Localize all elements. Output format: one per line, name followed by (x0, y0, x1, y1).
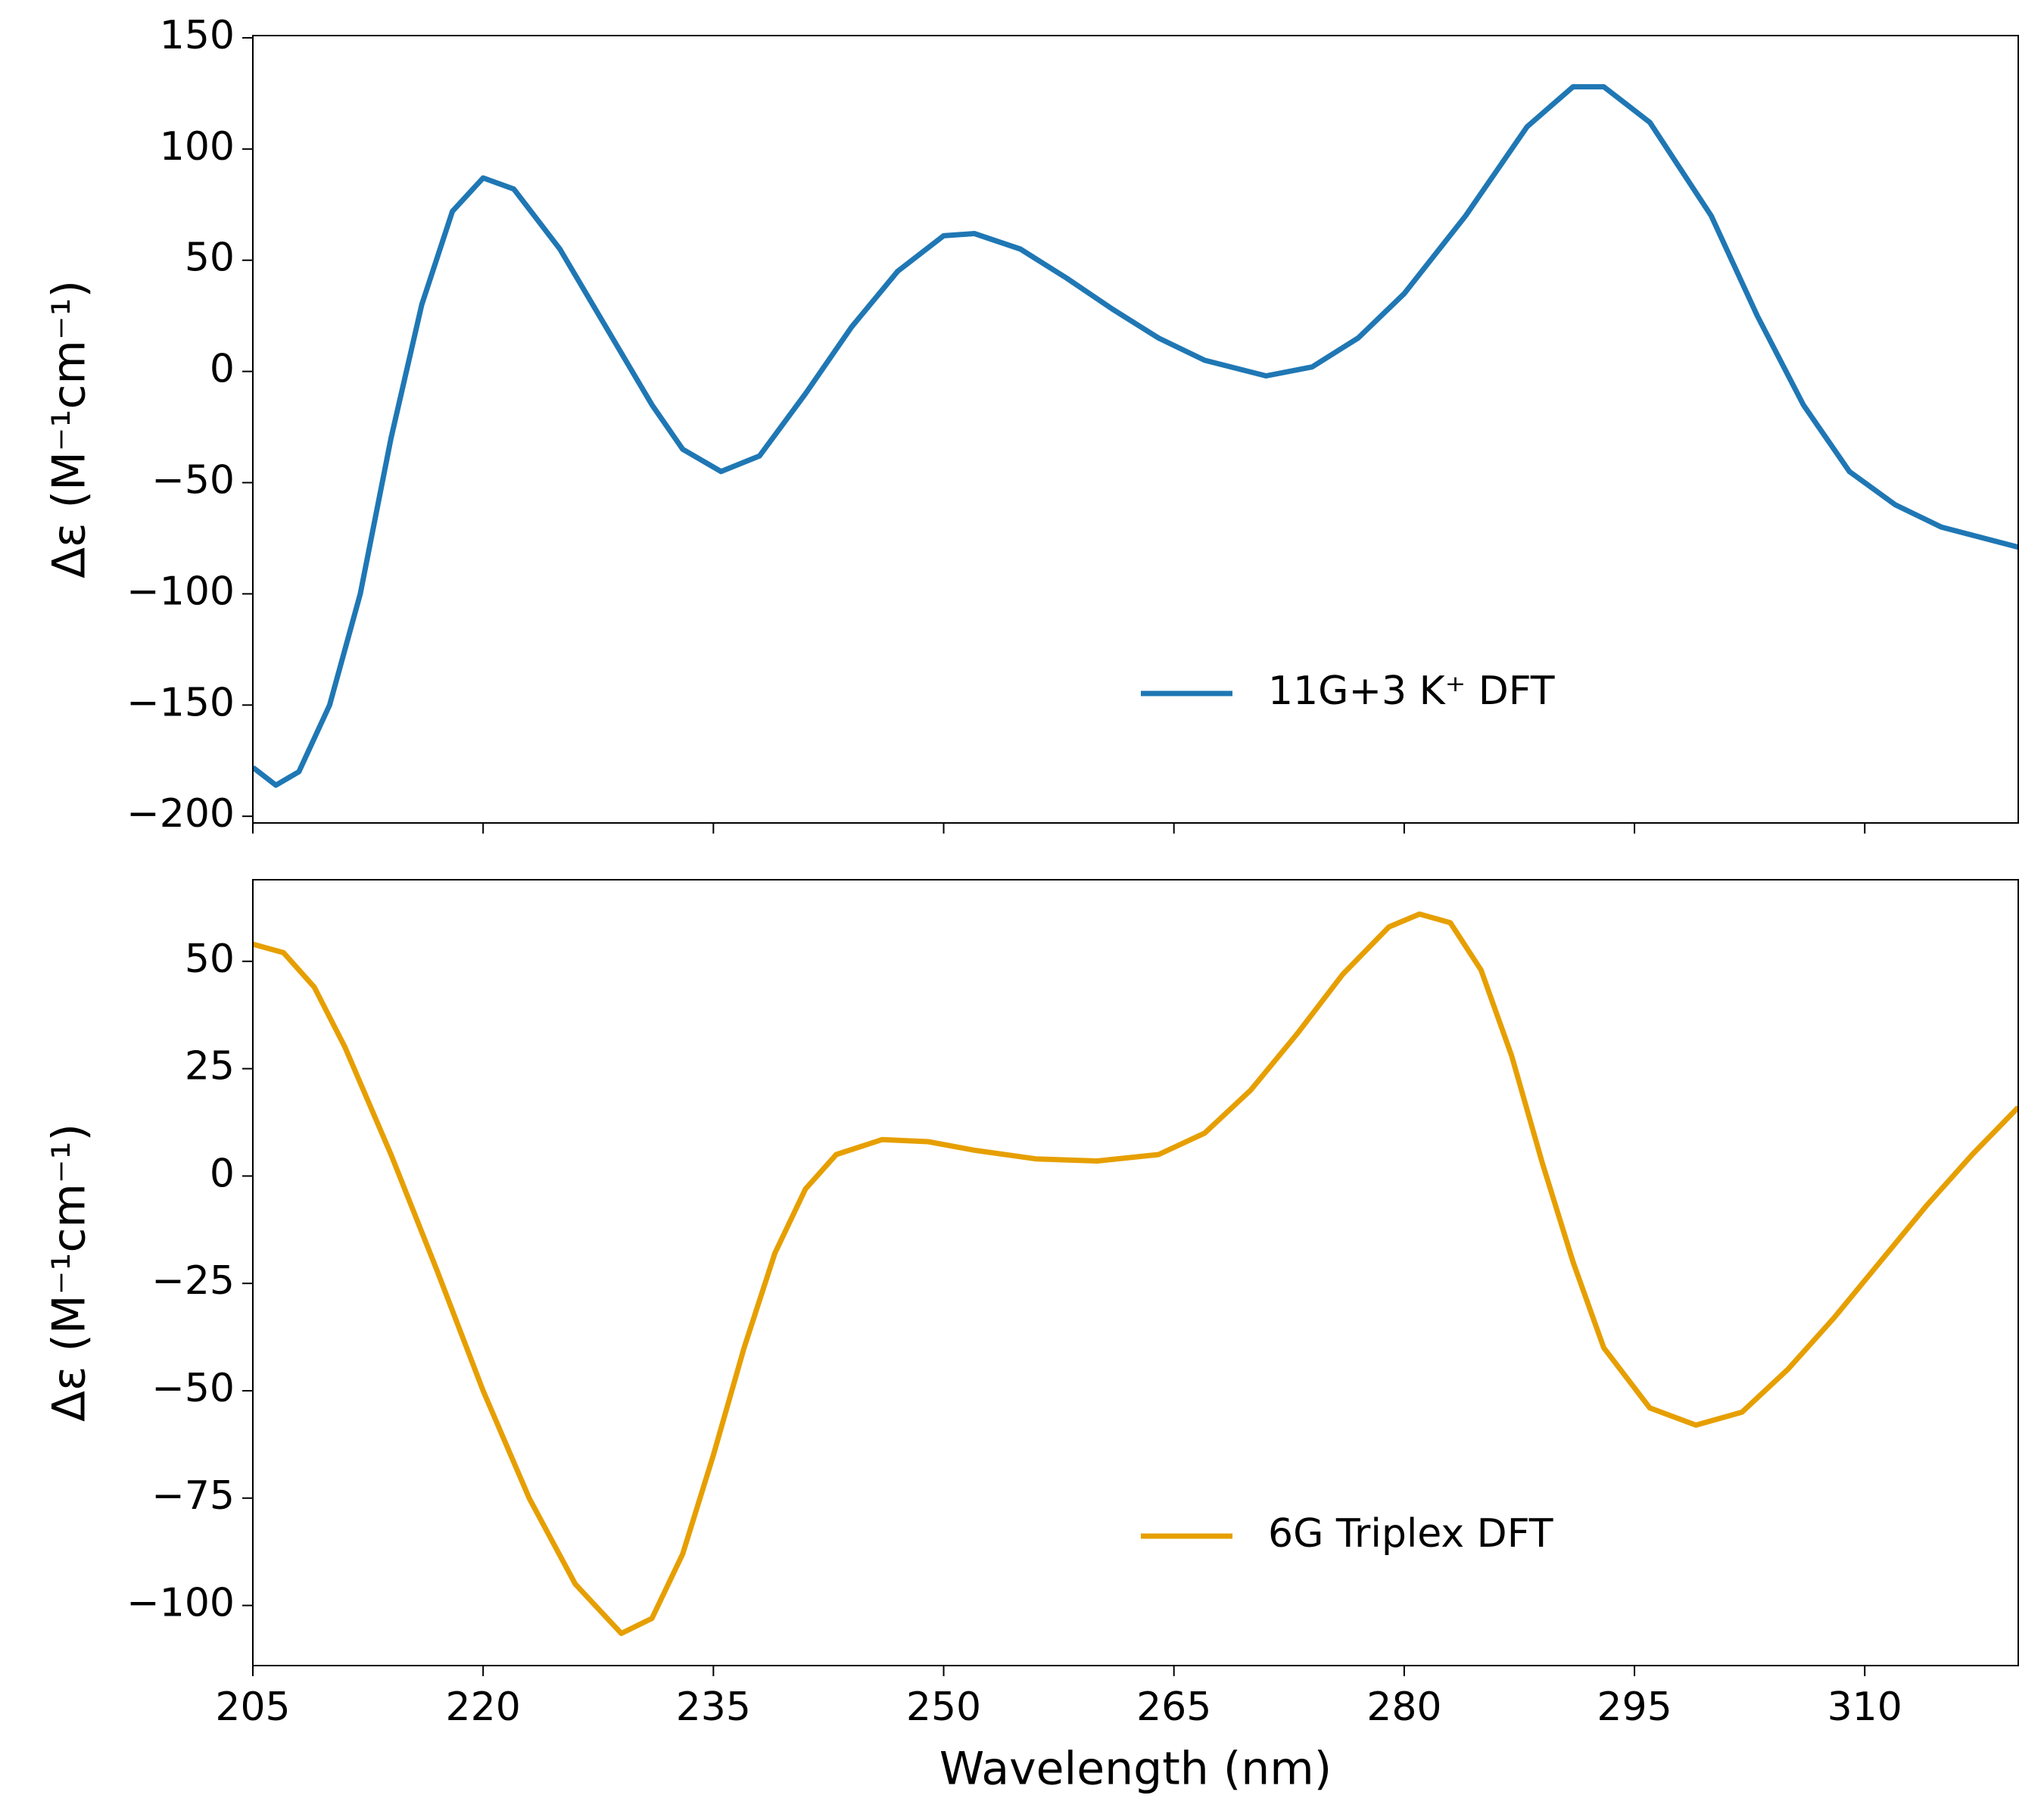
y-tick-label: −100 (126, 1581, 235, 1626)
y-tick-label: 25 (185, 1044, 235, 1089)
y-tick-label: −100 (126, 569, 235, 614)
y-tick-label: 100 (160, 124, 235, 170)
x-tick-label: 250 (906, 1685, 981, 1730)
y-tick-label: −50 (151, 458, 235, 503)
y-tick-label: −150 (126, 680, 235, 725)
x-tick-label: 220 (446, 1685, 521, 1730)
legend-label: 6G Triplex DFT (1268, 1511, 1553, 1557)
y-tick-label: −50 (151, 1366, 235, 1411)
data-line (253, 911, 2018, 1636)
x-tick-label: 280 (1366, 1685, 1441, 1730)
y-axis-label: Δε (M⁻¹cm⁻¹) (43, 1124, 96, 1422)
y-tick-label: −200 (126, 791, 235, 837)
legend-label: 11G+3 K⁺ DFT (1268, 669, 1555, 714)
y-tick-label: 50 (185, 937, 235, 982)
y-tick-label: −75 (151, 1473, 235, 1519)
x-axis-label: Wavelength (nm) (939, 1743, 1332, 1796)
y-tick-label: 0 (210, 347, 235, 392)
y-axis-label: Δε (M⁻¹cm⁻¹) (43, 280, 96, 578)
x-tick-label: 235 (676, 1685, 751, 1730)
x-tick-label: 310 (1827, 1685, 1902, 1730)
axes-frame (252, 879, 2019, 1666)
y-tick-label: −25 (151, 1258, 235, 1304)
y-tick-label: 50 (185, 235, 235, 281)
y-tick-label: 150 (160, 13, 235, 58)
x-tick-label: 295 (1597, 1685, 1672, 1730)
y-tick-label: 0 (210, 1151, 235, 1196)
x-tick-label: 265 (1136, 1685, 1211, 1730)
data-line (253, 84, 2018, 788)
axes-frame (252, 35, 2019, 824)
x-tick-label: 205 (215, 1685, 290, 1730)
